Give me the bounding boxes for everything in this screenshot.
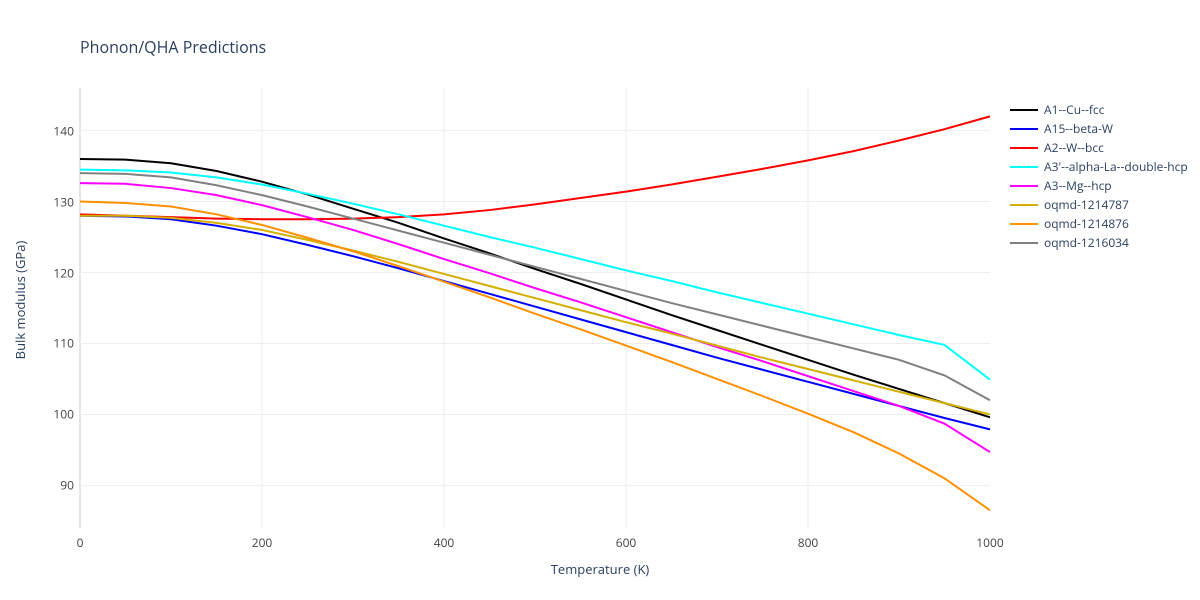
- legend-swatch: [1010, 147, 1038, 149]
- x-tick-label: 200: [252, 534, 273, 551]
- x-axis-label: Temperature (K): [551, 560, 650, 578]
- y-tick-label: 130: [48, 193, 74, 210]
- legend-label: oqmd-1216034: [1044, 234, 1129, 251]
- legend-item[interactable]: oqmd-1214876: [1010, 214, 1188, 233]
- legend-label: A3'--alpha-La--double-hcp: [1044, 158, 1188, 175]
- x-tick-label: 1000: [976, 534, 1003, 551]
- legend-item[interactable]: A2--W--bcc: [1010, 138, 1188, 157]
- legend-swatch: [1010, 185, 1038, 187]
- legend-swatch: [1010, 242, 1038, 244]
- y-tick-label: 110: [48, 335, 74, 352]
- plot-svg: [80, 88, 990, 528]
- y-tick-label: 100: [48, 406, 74, 423]
- legend: A1--Cu--fcc A15--beta-W A2--W--bcc A3'--alp…: [1010, 100, 1188, 252]
- x-tick-label: 0: [77, 534, 84, 551]
- legend-label: oqmd-1214787: [1044, 196, 1129, 213]
- legend-swatch: [1010, 223, 1038, 225]
- x-tick-label: 400: [434, 534, 455, 551]
- x-tick-label: 800: [798, 534, 819, 551]
- legend-label: A2--W--bcc: [1044, 139, 1104, 156]
- series-line[interactable]: [80, 216, 990, 415]
- y-tick-label: 90: [48, 477, 74, 494]
- legend-swatch: [1010, 204, 1038, 206]
- legend-label: oqmd-1214876: [1044, 215, 1129, 232]
- legend-item[interactable]: A15--beta-W: [1010, 119, 1188, 138]
- series-line[interactable]: [80, 173, 990, 400]
- legend-label: A1--Cu--fcc: [1044, 101, 1104, 118]
- plot-area[interactable]: [80, 88, 990, 528]
- x-tick-label: 600: [616, 534, 637, 551]
- chart-title: Phonon/QHA Predictions: [80, 36, 266, 58]
- legend-swatch: [1010, 166, 1038, 168]
- series-line[interactable]: [80, 116, 990, 219]
- legend-item[interactable]: oqmd-1214787: [1010, 195, 1188, 214]
- legend-label: A15--beta-W: [1044, 120, 1113, 137]
- y-axis-label: Bulk modulus (GPa): [11, 241, 29, 360]
- legend-swatch: [1010, 128, 1038, 130]
- legend-item[interactable]: A1--Cu--fcc: [1010, 100, 1188, 119]
- legend-swatch: [1010, 109, 1038, 111]
- y-tick-label: 140: [48, 122, 74, 139]
- legend-item[interactable]: A3--Mg--hcp: [1010, 176, 1188, 195]
- chart-container: Phonon/QHA Predictions Bulk modulus (GPa…: [0, 0, 1200, 600]
- legend-label: A3--Mg--hcp: [1044, 177, 1112, 194]
- y-tick-label: 120: [48, 264, 74, 281]
- legend-item[interactable]: oqmd-1216034: [1010, 233, 1188, 252]
- legend-item[interactable]: A3'--alpha-La--double-hcp: [1010, 157, 1188, 176]
